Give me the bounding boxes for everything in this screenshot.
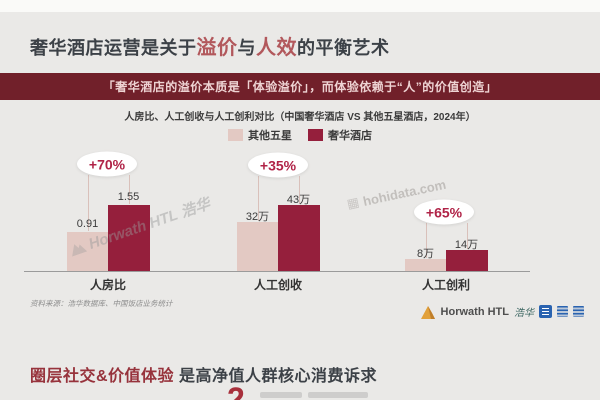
category-label: 人房比 bbox=[89, 278, 127, 292]
delta-bubble: +70% bbox=[77, 151, 137, 177]
bar-other-five-star bbox=[67, 232, 108, 271]
horwath-logo-text: Horwath HTL bbox=[440, 305, 509, 318]
category-label: 人工创利 bbox=[421, 278, 471, 292]
bubble-connector bbox=[425, 223, 427, 258]
bottom-heading-rest: 是高净值人群核心消费诉求 bbox=[179, 368, 378, 385]
horwath-logo-script: 浩华 bbox=[514, 308, 534, 319]
bubble-connector bbox=[128, 175, 130, 204]
value-label-luxury-hotel: 14万 bbox=[454, 239, 479, 251]
top-strip bbox=[0, 0, 600, 12]
bubble-connector bbox=[298, 176, 300, 204]
value-label-other-five-star: 8万 bbox=[416, 248, 435, 260]
legend-item-luxury-hotel: 奢华酒店 bbox=[308, 127, 372, 143]
bar-other-five-star bbox=[405, 259, 446, 271]
hohidata-logo-icon bbox=[539, 305, 552, 318]
legend-item-other-five-star: 其他五星 bbox=[228, 127, 292, 143]
legend-label-luxury-hotel: 奢华酒店 bbox=[328, 130, 372, 142]
bottom-heading: 圈层社交&价值体验 是高净值人群核心消费诉求 bbox=[30, 362, 377, 386]
bubble-connector bbox=[87, 175, 89, 231]
value-label-other-five-star: 0.91 bbox=[76, 218, 99, 230]
x-axis-line bbox=[24, 271, 530, 272]
hohidata-logo-char-2 bbox=[573, 306, 584, 317]
clipped-text-fragment bbox=[260, 392, 302, 398]
value-label-other-five-star: 32万 bbox=[245, 211, 270, 223]
legend-swatch-luxury-hotel bbox=[308, 129, 323, 141]
bar-other-five-star bbox=[237, 222, 278, 271]
bubble-connector bbox=[257, 176, 259, 221]
legend-label-other-five-star: 其他五星 bbox=[248, 130, 292, 142]
category-label: 人工创收 bbox=[253, 278, 303, 292]
chart-title: 人房比、人工创收与人工创利对比（中国奢华酒店 VS 其他五星酒店，2024年） bbox=[124, 112, 476, 123]
quote-banner: 「奢华酒店的溢价本质是「体验溢价」，而体验依赖于“人”的价值创造」 bbox=[0, 73, 600, 100]
title-prefix: 奢华酒店运营是关于 bbox=[30, 38, 197, 58]
bar-luxury-hotel bbox=[278, 205, 320, 271]
page-title: 奢华酒店运营是关于溢价与人效的平衡艺术 bbox=[30, 31, 390, 60]
horwath-logo-icon bbox=[420, 305, 435, 319]
value-label-luxury-hotel: 43万 bbox=[286, 194, 311, 206]
title-conjunction: 与 bbox=[237, 38, 256, 58]
bubble-connector bbox=[466, 223, 468, 249]
grid-logo-icon: ▦ bbox=[345, 194, 361, 212]
title-accent-efficiency: 人效 bbox=[256, 37, 297, 59]
partial-digit: 2 bbox=[227, 381, 245, 400]
footer-logos: Horwath HTL 浩华 bbox=[420, 304, 584, 319]
delta-bubble: +35% bbox=[248, 152, 308, 178]
value-label-luxury-hotel: 1.55 bbox=[117, 191, 140, 203]
clipped-text-fragment bbox=[308, 392, 368, 398]
bar-luxury-hotel bbox=[446, 250, 488, 271]
legend-swatch-other-five-star bbox=[228, 129, 243, 141]
title-accent-premium: 溢价 bbox=[196, 37, 238, 59]
delta-bubble: +65% bbox=[414, 199, 474, 225]
bottom-heading-accent: 圈层社交&价值体验 bbox=[30, 368, 175, 385]
hohidata-logo-char-1 bbox=[557, 306, 568, 317]
quote-text: 「奢华酒店的溢价本质是「体验溢价」，而体验依赖于“人”的价值创造」 bbox=[102, 80, 498, 94]
bar-luxury-hotel bbox=[108, 205, 150, 271]
chart-legend: 其他五星 奢华酒店 bbox=[0, 127, 600, 143]
source-note: 资料来源：浩华数据库、中国饭店业务统计 bbox=[30, 299, 173, 308]
title-suffix: 的平衡艺术 bbox=[297, 38, 390, 58]
